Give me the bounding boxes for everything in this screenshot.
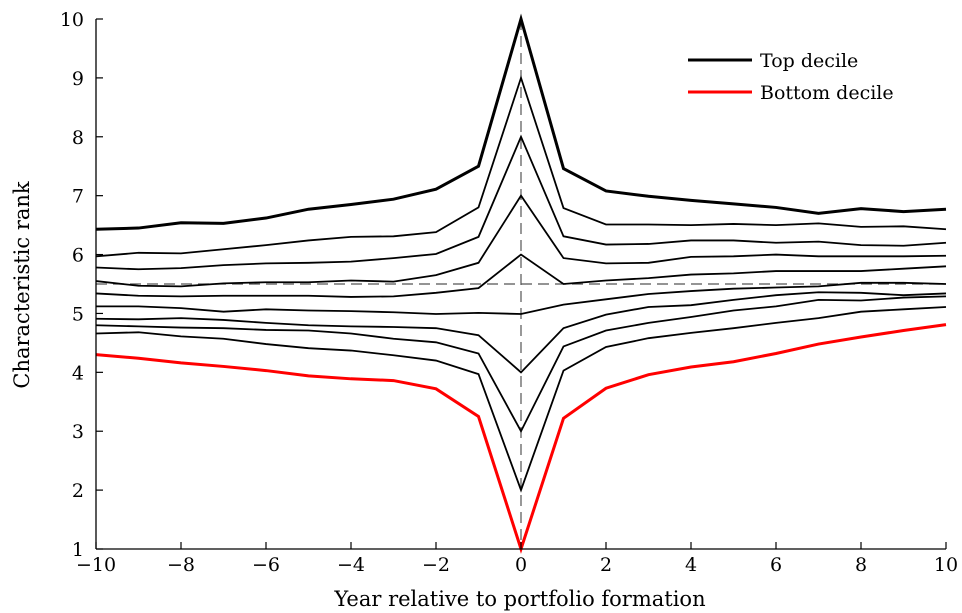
y-tick-label: 10 [60, 9, 84, 31]
legend: Top decile Bottom decile [688, 50, 894, 104]
x-tick-label: 0 [515, 554, 527, 576]
x-tick-label: 2 [600, 554, 612, 576]
x-tick-label: −10 [76, 554, 116, 576]
x-axis-label: Year relative to portfolio formation [333, 587, 705, 611]
x-tick-label: −2 [422, 554, 450, 576]
series-line-9 [95, 306, 947, 493]
x-tick-label: −8 [167, 554, 195, 576]
axis-labels: Year relative to portfolio formation Cha… [10, 181, 706, 611]
series-line-5 [95, 253, 947, 298]
series-line-2 [95, 74, 947, 258]
legend-label-2: Bottom decile [760, 82, 894, 104]
y-tick-label: 8 [72, 127, 84, 149]
y-tick-label: 7 [72, 186, 84, 208]
y-tick-label: 3 [72, 421, 84, 443]
series-lines [95, 13, 947, 554]
y-tick-label: 4 [72, 362, 84, 384]
series-line-4 [95, 194, 947, 288]
x-tick-label: 10 [934, 554, 958, 576]
series-line-8 [95, 295, 947, 434]
x-tick-label: 4 [685, 554, 697, 576]
x-tick-label: −6 [252, 554, 280, 576]
y-tick-label: 5 [72, 303, 84, 325]
y-tick-label: 1 [72, 539, 84, 561]
series-line-1 [95, 13, 947, 231]
reference-lines [96, 19, 946, 549]
y-tick-label: 9 [72, 68, 84, 90]
x-tick-label: −4 [337, 554, 365, 576]
series-line-7 [95, 291, 947, 374]
x-tick-label: 6 [770, 554, 782, 576]
y-tick-label: 6 [72, 245, 84, 267]
series-line-3 [95, 134, 947, 271]
legend-label-1: Top decile [760, 50, 858, 72]
x-tick-label: 8 [855, 554, 867, 576]
y-tick-label: 2 [72, 480, 84, 502]
series-line-6 [96, 281, 947, 315]
y-axis-label: Characteristic rank [10, 181, 34, 389]
